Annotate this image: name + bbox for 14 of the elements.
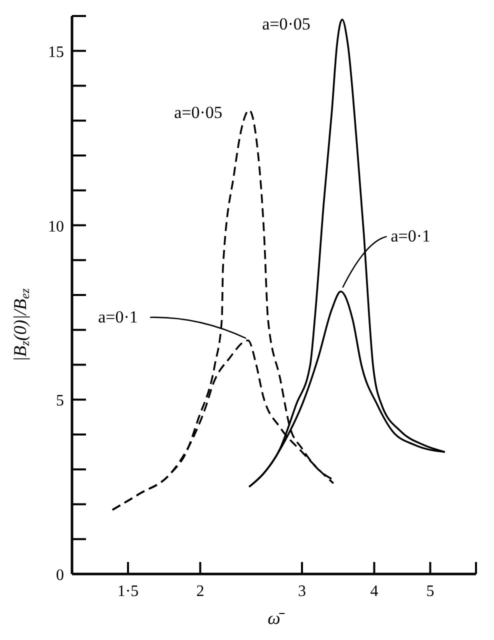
x-axis-title: ω̄ — [268, 608, 286, 628]
y-tick-label: 10 — [48, 218, 64, 236]
x-tick-label: 1·5 — [117, 583, 139, 600]
x-tick-label: 3 — [298, 583, 306, 600]
series-label: a=0·05 — [262, 14, 310, 34]
y-tick-label: 15 — [48, 44, 64, 61]
y-tick-label: 5 — [56, 392, 64, 410]
x-tick-label: 5 — [426, 583, 434, 600]
text: a=0·1 — [390, 226, 430, 246]
text: a=0·1 — [98, 307, 138, 326]
series-label: a=0·05 — [174, 103, 222, 122]
x-tick-label: 4 — [370, 583, 378, 600]
y-tick-label: 0 — [56, 567, 64, 584]
x-tick-label: 2 — [196, 583, 204, 600]
